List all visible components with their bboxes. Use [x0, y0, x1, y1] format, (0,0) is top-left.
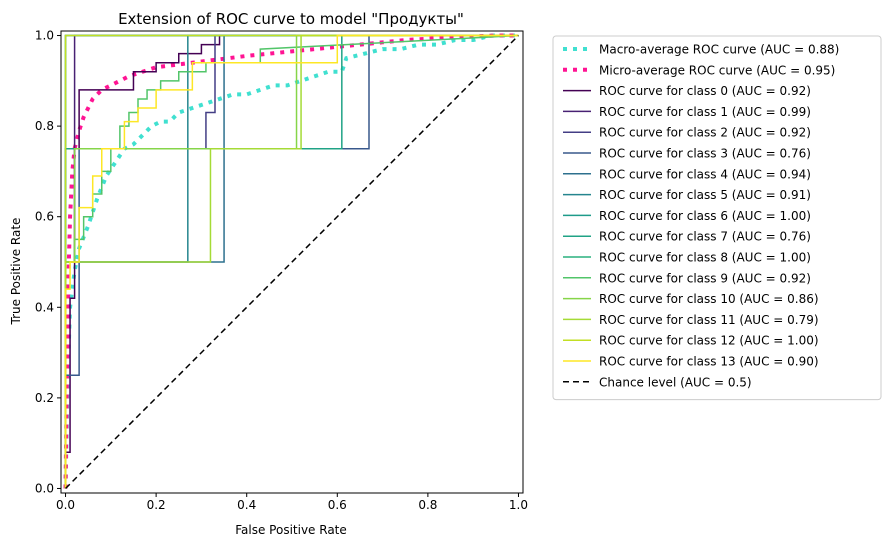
legend-label-16: Chance level (AUC = 0.5) — [599, 375, 752, 389]
series-line-2 — [64, 34, 519, 489]
chart-title: Extension of ROC curve to model "Продукт… — [118, 10, 464, 28]
series-line-1 — [63, 33, 519, 489]
y-tick-label-0: 0.0 — [35, 481, 54, 495]
legend-box — [552, 35, 882, 401]
legend-label-7: ROC curve for class 5 (AUC = 0.91) — [599, 188, 811, 202]
x-axis-label: False Positive Rate — [235, 523, 347, 537]
legend-label-13: ROC curve for class 11 (AUC = 0.79) — [599, 313, 819, 327]
legend-label-11: ROC curve for class 9 (AUC = 0.92) — [599, 271, 811, 285]
series-line-15 — [64, 34, 519, 489]
legend-label-2: ROC curve for class 0 (AUC = 0.92) — [599, 84, 811, 98]
x-tick-label-2: 0.4 — [237, 498, 256, 512]
y-tick-label-2: 0.4 — [35, 300, 54, 314]
series-line-11 — [64, 34, 519, 489]
y-axis-label: True Positive Rate — [9, 218, 23, 326]
y-tick-label-3: 0.6 — [35, 210, 54, 224]
legend-label-5: ROC curve for class 3 (AUC = 0.76) — [599, 147, 811, 161]
x-tick-label-5: 1.0 — [509, 498, 528, 512]
legend-label-14: ROC curve for class 12 (AUC = 1.00) — [599, 334, 819, 348]
legend-label-6: ROC curve for class 4 (AUC = 0.94) — [599, 167, 811, 181]
x-tick-label-3: 0.6 — [328, 498, 347, 512]
axes: 0.0 0.2 0.4 0.6 0.8 1.0 0.0 0.2 0.4 0.6 0.8 1.0 — [35, 29, 528, 512]
legend-label-1: Micro-average ROC curve (AUC = 0.95) — [599, 63, 835, 77]
legend-label-0: Macro-average ROC curve (AUC = 0.88) — [599, 43, 839, 57]
legend-label-10: ROC curve for class 8 (AUC = 1.00) — [599, 251, 811, 265]
legend: Macro-average ROC curve (AUC = 0.88) Micr… — [552, 35, 882, 401]
y-tick-label-1: 0.2 — [35, 391, 54, 405]
plot-area — [63, 33, 520, 490]
series-group — [63, 33, 520, 490]
plot-frame — [60, 30, 524, 494]
legend-label-15: ROC curve for class 13 (AUC = 0.90) — [599, 355, 819, 369]
y-tick-label-5: 1.0 — [35, 29, 54, 43]
x-tick-label-0: 0.0 — [56, 498, 75, 512]
x-tick-label-1: 0.2 — [147, 498, 166, 512]
legend-label-3: ROC curve for class 1 (AUC = 0.99) — [599, 105, 811, 119]
legend-label-8: ROC curve for class 6 (AUC = 1.00) — [599, 209, 811, 223]
legend-label-9: ROC curve for class 7 (AUC = 0.76) — [599, 230, 811, 244]
x-tick-label-4: 0.8 — [418, 498, 437, 512]
legend-label-12: ROC curve for class 10 (AUC = 0.86) — [599, 292, 819, 306]
series-line-16 — [64, 34, 520, 490]
y-tick-label-4: 0.8 — [35, 119, 54, 133]
legend-label-4: ROC curve for class 2 (AUC = 0.92) — [599, 126, 811, 140]
series-line-0 — [63, 33, 519, 489]
